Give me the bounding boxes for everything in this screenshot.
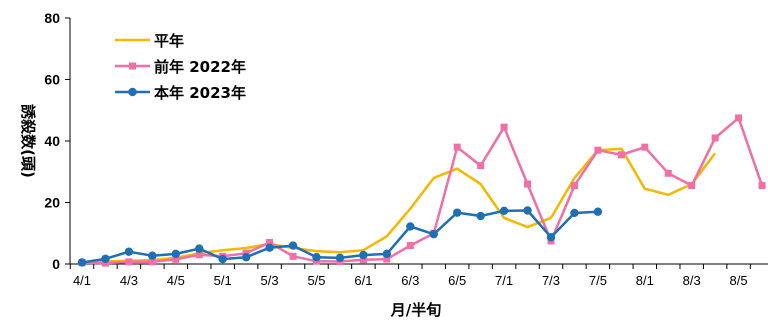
x-tick-label: 7/5 <box>589 273 607 288</box>
x-tick-label: 4/1 <box>73 273 91 288</box>
data-point <box>359 250 368 260</box>
data-point <box>570 182 578 190</box>
x-tick-label: 7/3 <box>542 273 560 288</box>
y-axis-label: 誘殺数(頭) <box>19 104 37 178</box>
data-point <box>758 182 766 190</box>
x-tick-label: 6/3 <box>401 273 419 288</box>
x-tick-label: 7/1 <box>495 273 513 288</box>
data-point <box>735 114 743 122</box>
data-point <box>499 206 509 216</box>
data-point <box>101 254 110 263</box>
x-tick-label: 4/3 <box>120 273 138 288</box>
data-point <box>359 256 367 264</box>
data-point <box>77 258 87 267</box>
y-tick-label: 40 <box>44 133 60 149</box>
data-point <box>523 206 532 215</box>
x-axis-label: 月/半旬 <box>390 301 441 319</box>
data-point <box>289 252 297 260</box>
data-point <box>148 258 156 266</box>
data-point <box>476 211 485 221</box>
data-point <box>266 238 274 246</box>
data-point <box>546 233 556 242</box>
data-point <box>195 244 204 253</box>
data-point <box>382 249 392 259</box>
data-point <box>241 253 251 262</box>
data-point <box>124 247 134 256</box>
axes <box>69 18 768 265</box>
data-point <box>570 208 579 218</box>
legend-item-2: 本年 2023年 <box>115 84 246 102</box>
data-point <box>406 222 415 231</box>
y-tick-label: 60 <box>44 72 60 88</box>
x-tick-label: 8/1 <box>636 273 654 288</box>
y-tick-label: 80 <box>44 10 60 26</box>
x-tick-label: 6/5 <box>448 273 466 288</box>
series-1 <box>78 114 766 267</box>
data-point <box>288 241 298 250</box>
legend-marker <box>129 62 136 70</box>
data-point <box>453 208 462 217</box>
data-point <box>383 255 391 263</box>
data-point <box>617 151 625 159</box>
series-group <box>77 114 766 267</box>
data-point <box>594 146 602 154</box>
x-tick-label: 4/5 <box>167 273 185 288</box>
x-tick-labels: 4/1 4/3 4/5 5/1 5/3 5/5 6/1 6/3 6/5 7/1 7/3 7/5 8/1 8… <box>69 264 751 288</box>
data-point <box>711 134 719 142</box>
series-2 <box>77 206 603 267</box>
y-tick-labels: 0 20 40 60 80 <box>44 10 70 272</box>
data-point <box>218 254 227 264</box>
data-point <box>195 251 203 259</box>
data-point <box>406 242 414 250</box>
x-tick-label: 5/5 <box>307 273 325 288</box>
data-point <box>688 182 696 190</box>
data-point <box>101 259 109 267</box>
legend-label: 平年 <box>154 32 184 50</box>
data-point <box>125 258 133 266</box>
series-line <box>81 147 717 264</box>
x-tick-label: 5/1 <box>214 273 232 288</box>
data-point <box>664 169 672 177</box>
x-tick-label: 8/5 <box>730 273 748 288</box>
data-point <box>593 207 603 216</box>
x-tick-label: 5/3 <box>261 273 279 288</box>
data-point <box>477 162 485 170</box>
data-point <box>641 143 649 151</box>
legend-label: 前年 2022年 <box>154 58 246 76</box>
legend-item-1: 前年 2022年 <box>115 58 246 76</box>
y-tick-label: 20 <box>44 195 60 211</box>
data-point <box>171 249 180 259</box>
data-point <box>265 243 274 252</box>
x-tick-label: 8/3 <box>683 273 701 288</box>
x-tick-label: 6/1 <box>354 273 372 288</box>
data-point <box>453 143 461 151</box>
legend-marker <box>128 87 137 97</box>
series-line <box>81 116 764 265</box>
series-0 <box>81 147 717 264</box>
data-point <box>429 229 438 239</box>
data-point <box>312 253 321 262</box>
data-point <box>524 180 532 188</box>
data-point <box>500 123 508 131</box>
legend-label: 本年 2023年 <box>154 84 246 102</box>
y-tick-label: 0 <box>52 256 60 272</box>
data-point <box>148 251 157 260</box>
data-point <box>172 255 180 263</box>
data-point <box>335 253 345 263</box>
legend-item-0: 平年 <box>115 32 184 50</box>
